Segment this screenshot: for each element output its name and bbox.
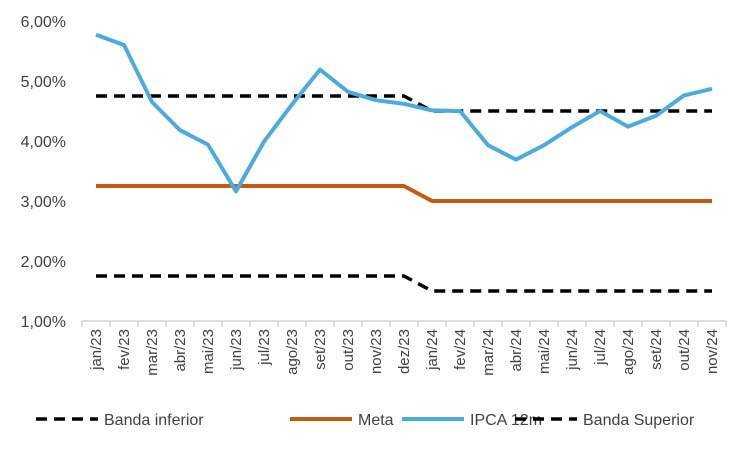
x-tick-label: abr/23: [172, 329, 189, 372]
legend: Banda inferior Meta IPCA 12m Banda Superior: [36, 412, 695, 429]
x-tick-label: jun/23: [228, 329, 245, 371]
x-tick-label: dez/23: [396, 329, 413, 374]
x-tick-label: mar/24: [480, 329, 497, 376]
x-tick-label: set/24: [648, 329, 665, 370]
y-tick-label: 5,00%: [21, 74, 66, 91]
series-layer: [95, 32, 713, 293]
x-tick-label: fev/24: [452, 329, 469, 370]
y-axis: 1,00% 2,00% 3,00% 4,00% 5,00% 6,00%: [21, 14, 66, 331]
x-tick-label: mai/23: [200, 329, 217, 374]
y-tick-label: 6,00%: [21, 14, 66, 31]
series-line-ipca-12m: [95, 32, 713, 194]
x-tick-label: ago/24: [620, 329, 637, 375]
x-tick-label: jul/24: [592, 329, 609, 366]
x-tick-label: out/23: [340, 329, 357, 371]
legend-label-meta: Meta: [358, 412, 394, 429]
x-tick-label: ago/23: [284, 329, 301, 375]
y-tick-label: 1,00%: [21, 314, 66, 331]
y-tick-label: 4,00%: [21, 134, 66, 151]
x-tick-label: out/24: [676, 329, 693, 371]
x-tick-label: jan/23: [88, 329, 105, 371]
x-tick-label: mar/23: [144, 329, 161, 376]
series-line-banda-superior: [96, 94, 712, 113]
x-tick-label: nov/24: [704, 329, 721, 374]
x-tick-label: jan/24: [424, 329, 441, 371]
x-tick-label: jul/23: [256, 329, 273, 366]
legend-label-banda-superior: Banda Superior: [583, 412, 695, 429]
x-tick-label: fev/23: [116, 329, 133, 370]
x-tick-label: set/23: [312, 329, 329, 370]
series-line-banda-inferior: [96, 274, 712, 293]
series-line-meta: [96, 184, 712, 203]
x-tick-label: mai/24: [536, 329, 553, 374]
y-tick-label: 3,00%: [21, 194, 66, 211]
x-tick-label: jun/24: [564, 329, 581, 371]
legend-label-banda-inferior: Banda inferior: [104, 412, 204, 429]
x-tick-label: nov/23: [368, 329, 385, 374]
x-tick-label: abr/24: [508, 329, 525, 372]
x-axis: jan/23 fev/23 mar/23 abr/23 mai/23 jun/23 jul/…: [81, 320, 727, 376]
legend-label-ipca-12m: IPCA 12m: [470, 412, 542, 429]
y-tick-label: 2,00%: [21, 254, 66, 271]
